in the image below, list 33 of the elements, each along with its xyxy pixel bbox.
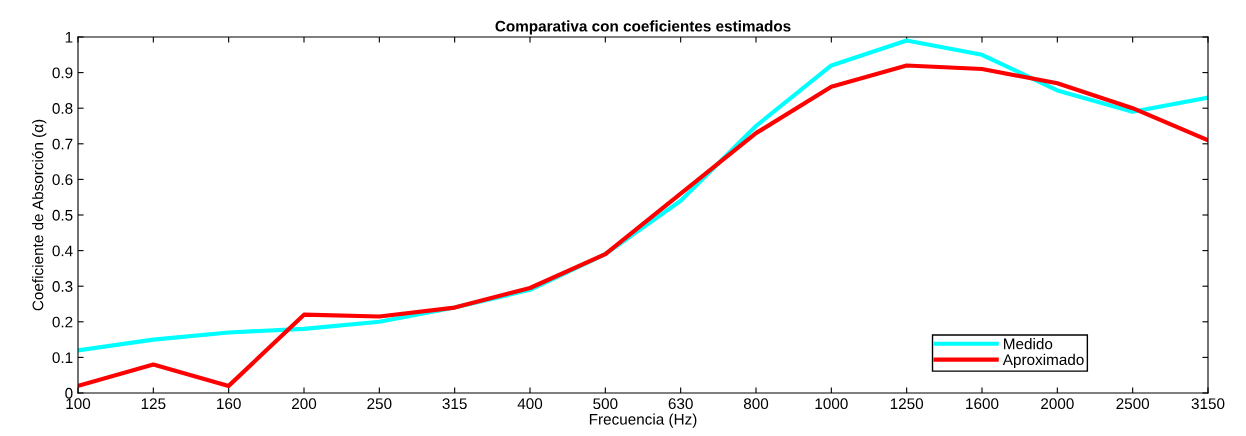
legend-label: Medido	[1004, 338, 1053, 350]
line-series	[78, 63, 1208, 388]
x-tick-label: 1600	[966, 398, 999, 410]
chart-title: Comparativa con coeficientes estimados	[495, 20, 791, 35]
x-tick-label: 125	[141, 398, 166, 410]
x-tick-label: 160	[217, 398, 241, 410]
y-tick-label: 0.6	[52, 174, 73, 186]
x-tick-label: 1250	[890, 398, 924, 410]
y-tick-label: 0.9	[52, 67, 73, 79]
x-tick-label: 800	[743, 398, 769, 410]
x-tick-label: 630	[668, 398, 693, 410]
x-tick-label: 3150	[1191, 398, 1225, 410]
y-tick-label: 0.3	[52, 281, 73, 292]
y-tick-label: 0.5	[52, 209, 73, 221]
x-tick-label: 250	[367, 398, 392, 410]
y-tick-label: 0.2	[52, 316, 73, 328]
x-axis-title: Frecuencia (Hz)	[589, 413, 697, 428]
y-axis-title: Coeficiente de Absorción (α)	[31, 119, 47, 311]
x-tick-label: 2500	[1116, 398, 1150, 410]
y-tick-label: 0	[65, 387, 73, 399]
y-tick-label: 1	[65, 32, 73, 43]
x-tick-label: 200	[292, 398, 317, 410]
x-tick-label: 2000	[1041, 398, 1074, 410]
y-tick-label: 0.8	[52, 103, 73, 114]
legend-label: Aproximado	[1002, 353, 1084, 369]
x-tick-label: 400	[517, 398, 543, 410]
y-tick-label: 0.4	[52, 245, 73, 257]
x-tick-label: 315	[442, 398, 467, 410]
x-tick-label: 100	[66, 398, 91, 410]
x-tick-label: 1000	[815, 398, 848, 410]
y-tick-label: 0.7	[52, 138, 73, 150]
y-tick-label: 0.1	[52, 352, 73, 364]
x-tick-label: 500	[593, 398, 618, 410]
